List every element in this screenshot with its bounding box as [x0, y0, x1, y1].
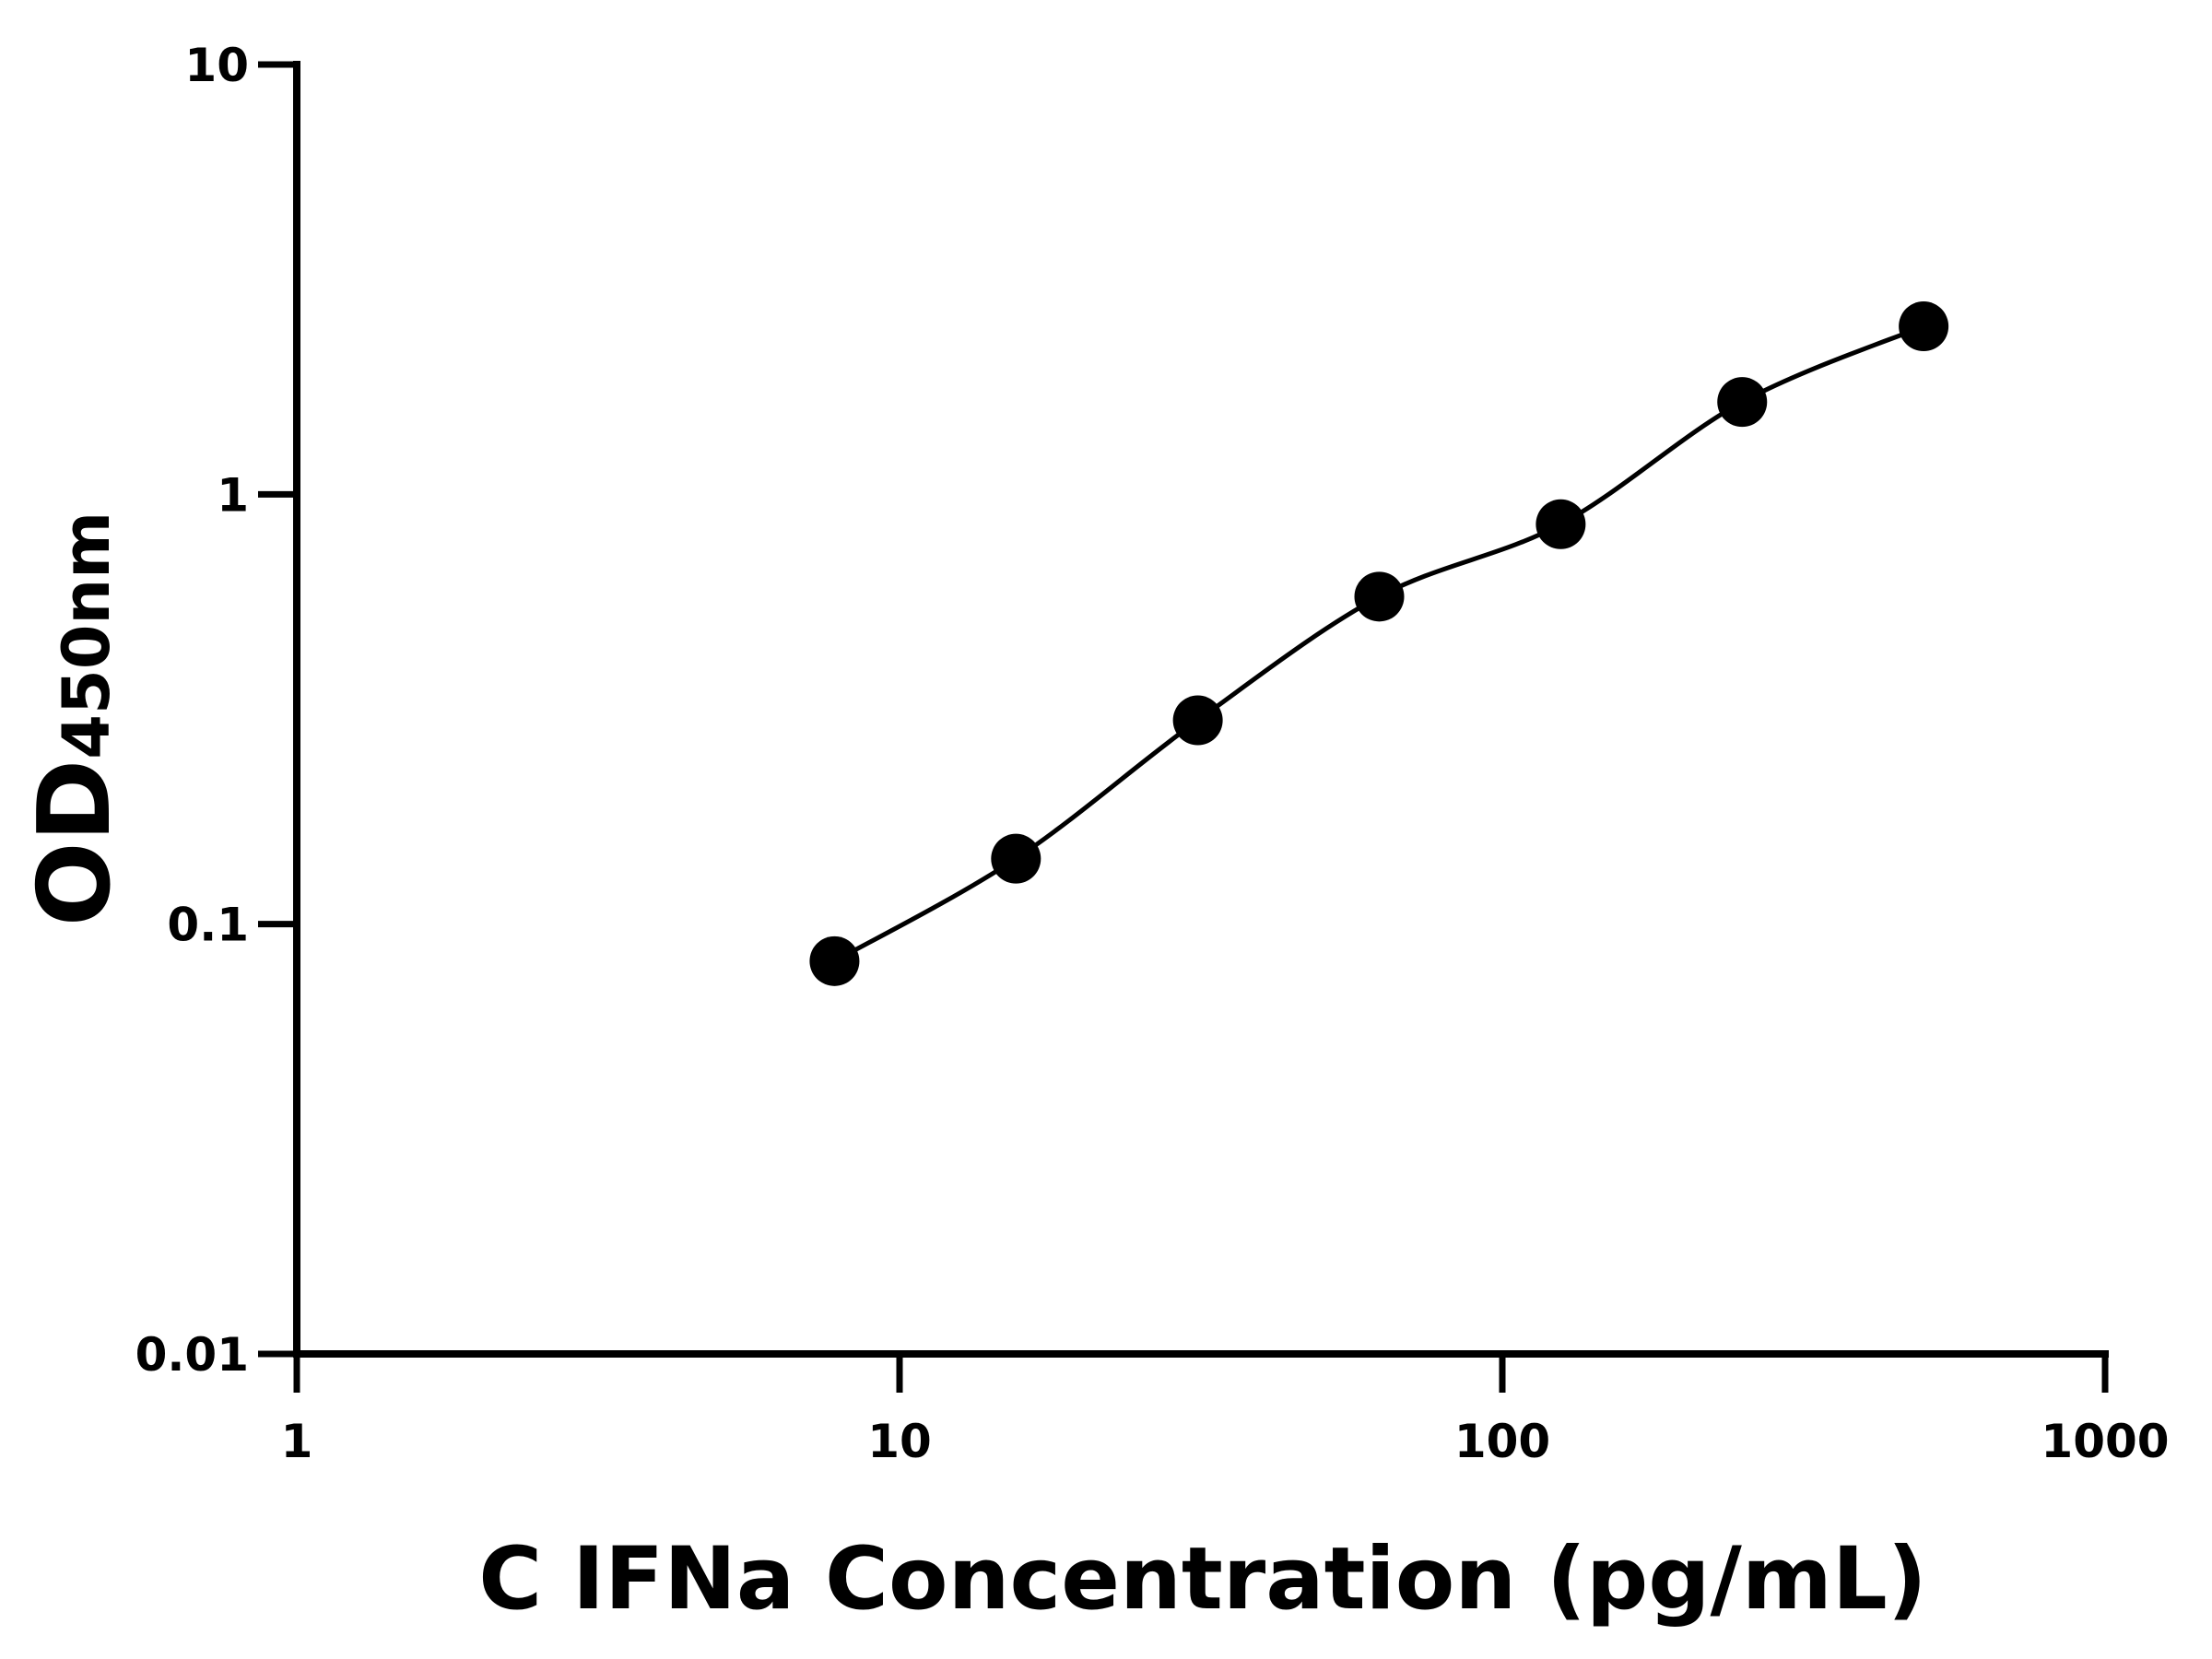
y-tick-label: 1	[217, 468, 249, 522]
data-point	[1535, 499, 1586, 549]
y-tick-label: 0.01	[135, 1328, 249, 1382]
y-axis-label-main: OD	[18, 759, 133, 926]
x-tick-label: 10	[867, 1415, 932, 1468]
data-point	[1899, 301, 1949, 352]
data-point	[1717, 377, 1768, 428]
x-tick-label: 100	[1454, 1415, 1550, 1468]
data-point	[809, 935, 860, 986]
data-point	[1172, 695, 1223, 746]
y-axis-label: OD450nm	[18, 512, 133, 926]
data-point	[1354, 571, 1405, 622]
y-tick-label: 10	[184, 39, 249, 92]
x-tick-label: 1	[281, 1415, 313, 1468]
y-axis-label-sub: 450nm	[49, 512, 124, 759]
x-axis-label: C IFNa Concentration (pg/mL)	[478, 1529, 1926, 1630]
y-tick-label: 0.1	[167, 899, 249, 952]
data-point	[991, 833, 1041, 884]
x-tick-label: 1000	[2041, 1415, 2169, 1468]
